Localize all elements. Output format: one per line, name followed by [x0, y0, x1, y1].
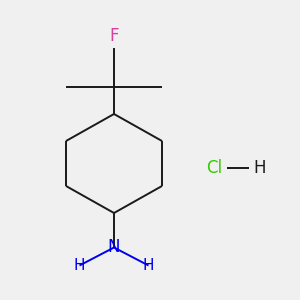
Text: N: N [108, 238, 120, 256]
Text: H: H [253, 159, 266, 177]
Text: H: H [74, 258, 85, 273]
Text: Cl: Cl [206, 159, 223, 177]
Text: F: F [109, 27, 119, 45]
Text: H: H [143, 258, 154, 273]
